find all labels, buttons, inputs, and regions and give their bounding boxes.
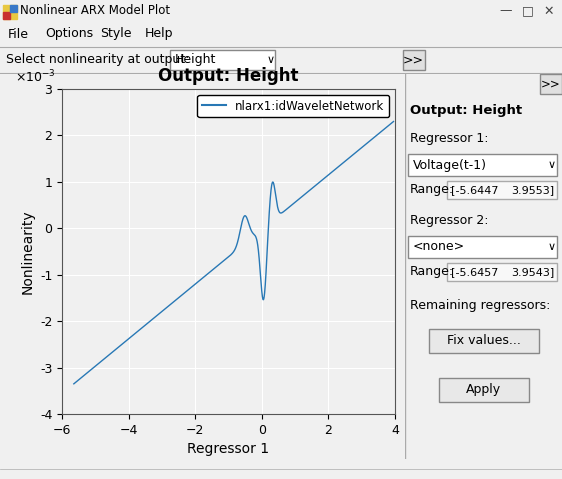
Y-axis label: Nonlinearity: Nonlinearity (20, 209, 34, 294)
Text: 3.9553]: 3.9553] (511, 185, 554, 195)
Text: Select nonlinearity at output:: Select nonlinearity at output: (6, 54, 189, 67)
Legend: nlarx1:idWaveletNetwork: nlarx1:idWaveletNetwork (197, 95, 389, 117)
Text: File: File (8, 27, 29, 41)
Text: ✕: ✕ (543, 4, 554, 18)
Text: ∨: ∨ (548, 242, 556, 252)
Text: [-5.6447: [-5.6447 (451, 185, 498, 195)
Bar (3, 12, 10, 19)
X-axis label: Regressor 1: Regressor 1 (188, 442, 270, 456)
Text: ∨: ∨ (267, 55, 275, 65)
Text: $\times10^{-3}$: $\times10^{-3}$ (15, 69, 56, 86)
Text: Range:: Range: (410, 265, 454, 278)
Text: —: — (500, 4, 512, 18)
Bar (540, 74, 562, 94)
Bar (428, 329, 538, 353)
Bar (10, 5, 17, 12)
Text: Regressor 1:: Regressor 1: (410, 132, 488, 145)
Text: Output: Height: Output: Height (410, 104, 522, 117)
Bar (408, 236, 557, 258)
Text: Nonlinear ARX Model Plot: Nonlinear ARX Model Plot (20, 4, 170, 18)
Text: >>: >> (541, 78, 561, 91)
Title: Output: Height: Output: Height (158, 67, 299, 85)
Text: Remaining regressors:: Remaining regressors: (410, 299, 550, 312)
Bar (447, 181, 557, 199)
Text: ∨: ∨ (548, 160, 556, 170)
Text: Fix values...: Fix values... (447, 334, 520, 347)
Text: Voltage(t-1): Voltage(t-1) (413, 159, 487, 171)
Text: 3.9543]: 3.9543] (511, 267, 554, 277)
Bar (3, 5, 17, 19)
Bar (403, 50, 425, 70)
Text: Style: Style (100, 27, 132, 41)
Bar (170, 50, 275, 70)
Bar (438, 378, 528, 402)
Text: Options: Options (45, 27, 93, 41)
Text: Help: Help (145, 27, 174, 41)
Text: □: □ (522, 4, 534, 18)
Text: Height: Height (175, 54, 216, 67)
Text: Regressor 2:: Regressor 2: (410, 214, 488, 227)
Bar (408, 154, 557, 176)
Text: Range:: Range: (410, 183, 454, 196)
Bar (447, 263, 557, 281)
Text: [-5.6457: [-5.6457 (451, 267, 498, 277)
Text: >>: >> (402, 54, 424, 67)
Text: Apply: Apply (466, 384, 501, 397)
Text: <none>: <none> (413, 240, 465, 253)
